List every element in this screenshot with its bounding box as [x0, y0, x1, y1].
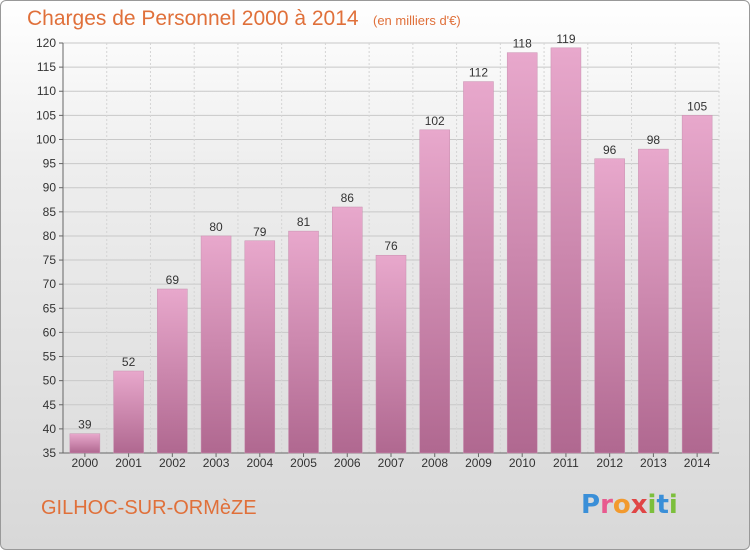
x-tick-label-2004: 2004	[246, 456, 273, 470]
x-tick-label-2013: 2013	[640, 456, 667, 470]
data-label-2008: 102	[425, 114, 445, 128]
x-tick-label-2009: 2009	[465, 456, 492, 470]
data-label-2007: 76	[384, 239, 398, 253]
x-tick-label-2003: 2003	[203, 456, 230, 470]
data-label-2012: 96	[603, 143, 617, 157]
y-tick-label: 55	[43, 350, 57, 364]
bar-2004	[244, 240, 276, 454]
x-tick-label-2006: 2006	[334, 456, 361, 470]
y-tick-label: 105	[36, 108, 56, 122]
data-label-2002: 69	[166, 273, 180, 287]
x-tick-label-2002: 2002	[159, 456, 186, 470]
x-tick-label-2007: 2007	[378, 456, 405, 470]
data-label-2003: 80	[209, 220, 223, 234]
y-tick-label: 40	[43, 422, 57, 436]
bar-2010	[506, 52, 538, 454]
bar-2005	[288, 230, 319, 454]
bar-2007	[375, 254, 407, 454]
y-tick-label: 120	[36, 36, 56, 50]
data-label-2013: 98	[647, 133, 661, 147]
y-tick-label: 80	[43, 229, 57, 243]
y-tick-label: 35	[43, 446, 57, 460]
logo-letter: i	[668, 490, 678, 520]
x-tick-label-2011: 2011	[553, 456, 579, 470]
x-tick-label-2012: 2012	[596, 456, 623, 470]
proxiti-logo: Proxiti	[581, 490, 678, 520]
y-tick-label: 110	[37, 84, 56, 98]
bar-2002	[157, 288, 188, 454]
y-tick-label: 95	[43, 157, 57, 171]
x-tick-label-2008: 2008	[421, 456, 448, 470]
data-label-2006: 86	[341, 191, 355, 205]
x-tick-label-2010: 2010	[509, 456, 536, 470]
data-label-2004: 79	[253, 225, 267, 239]
y-tick-label: 45	[43, 398, 57, 412]
y-tick-label: 60	[43, 325, 57, 339]
labels: 35 40 45 50 55 60 65 70 75 80 85 90 95 100 105 110 115 12…	[36, 32, 711, 470]
data-label-2010: 118	[513, 37, 532, 51]
chart-subtitle: (en milliers d'€)	[373, 13, 461, 28]
bar-2011	[550, 47, 582, 454]
data-label-2000: 39	[78, 418, 92, 432]
bar-2014	[681, 115, 713, 454]
bar-2003	[200, 235, 232, 454]
logo-letter: o	[612, 490, 631, 520]
y-tick-label: 65	[43, 301, 57, 315]
y-tick-label: 85	[43, 205, 57, 219]
logo-letter: r	[600, 490, 613, 520]
commune-name: GILHOC-SUR-ORMèZE	[41, 497, 257, 519]
data-label-2014: 105	[687, 99, 707, 113]
data-label-2009: 112	[469, 66, 488, 80]
y-tick-label: 75	[43, 253, 57, 267]
bar-2001	[113, 370, 144, 454]
bar-2012	[594, 158, 625, 454]
y-tick-label: 115	[37, 60, 56, 74]
bar-2000	[69, 433, 101, 454]
logo-letter: t	[656, 490, 669, 520]
x-tick-label-2000: 2000	[72, 456, 99, 470]
chart-title: Charges de Personnel 2000 à 2014	[27, 7, 359, 30]
bar-2009	[463, 81, 494, 454]
bar-2008	[419, 129, 450, 454]
data-label-2005: 81	[297, 215, 311, 229]
y-tick-label: 100	[36, 132, 56, 146]
x-tick-label-2001: 2001	[115, 456, 142, 470]
y-tick-label: 50	[43, 374, 57, 388]
x-tick-label-2005: 2005	[290, 456, 317, 470]
y-tick-label: 90	[43, 181, 57, 195]
logo-letter: x	[630, 490, 648, 520]
data-label-2001: 52	[122, 355, 136, 369]
y-tick-label: 70	[43, 277, 57, 291]
logo-letter: i	[647, 490, 657, 520]
logo-letter: P	[581, 490, 601, 520]
x-tick-label-2014: 2014	[684, 456, 711, 470]
data-label-2011: 119	[556, 32, 575, 46]
bars	[69, 47, 713, 454]
bar-2006	[332, 206, 363, 454]
bar-2013	[638, 148, 669, 454]
